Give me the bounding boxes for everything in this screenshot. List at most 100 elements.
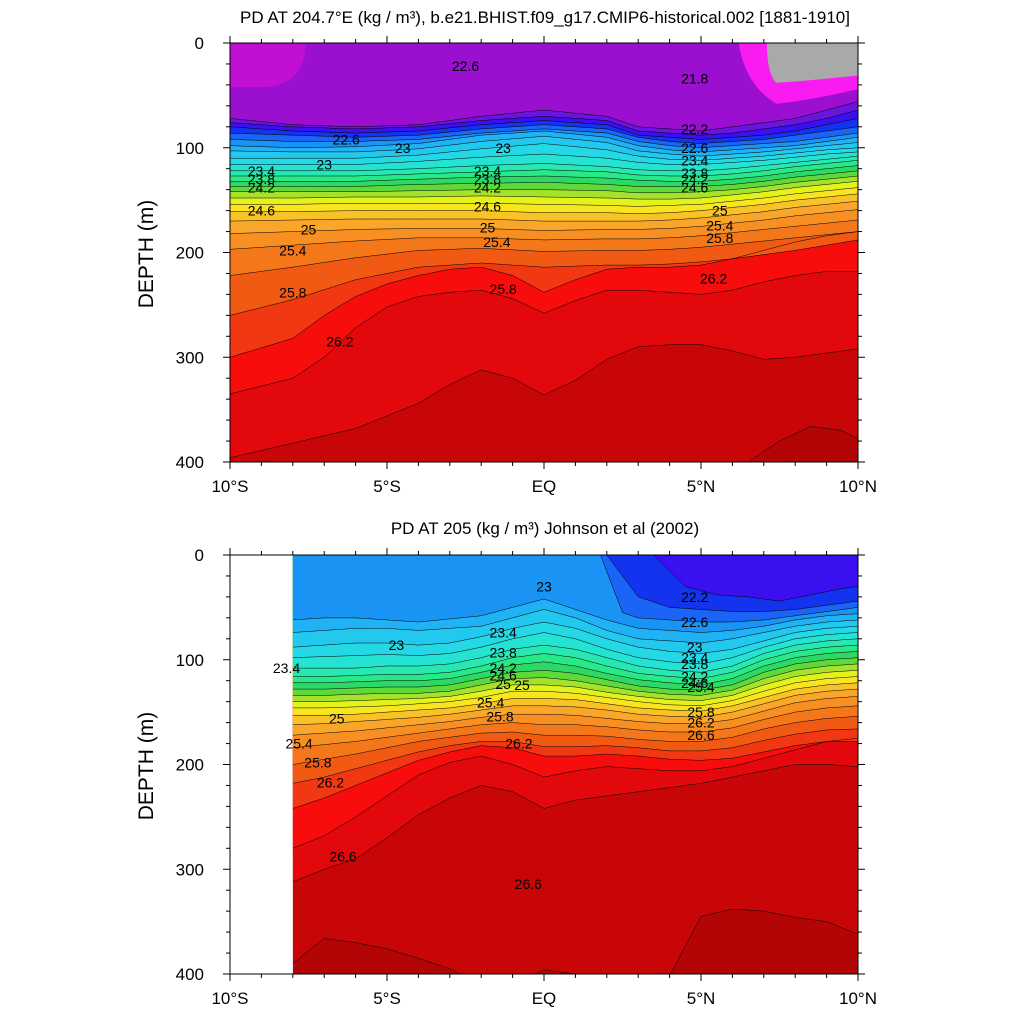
contour-line xyxy=(292,651,858,686)
contour-label: 26.2 xyxy=(317,774,344,790)
contour-label: 23 xyxy=(395,140,411,156)
contour-line xyxy=(230,187,858,207)
contour-label: 26.2 xyxy=(326,334,353,350)
y-tick-label: 200 xyxy=(176,244,204,263)
contour-label: 24.2 xyxy=(474,180,501,196)
contour-line xyxy=(230,231,858,276)
contour-label: 25.4 xyxy=(483,234,510,250)
contour-line xyxy=(230,181,858,200)
contour-line xyxy=(292,696,858,736)
contour-line xyxy=(292,644,858,679)
contour-label: 23.8 xyxy=(248,171,275,187)
contour-label: 22.2 xyxy=(681,589,708,605)
contour-label: 23 xyxy=(495,140,511,156)
x-tick-label: EQ xyxy=(532,989,557,1008)
contour-line xyxy=(292,741,858,809)
contour-line xyxy=(230,209,858,234)
contour-line xyxy=(230,101,858,132)
contour-label: 21.8 xyxy=(681,71,708,87)
contour-label: 25 xyxy=(514,677,530,693)
contour-label: 24.2 xyxy=(681,171,708,187)
contour-label: 23.4 xyxy=(681,152,708,168)
y-tick-label: 400 xyxy=(176,965,204,984)
contour-label: 26.2 xyxy=(700,271,727,287)
contour-label: 25.4 xyxy=(687,679,714,695)
contour-label: 26.6 xyxy=(329,849,356,865)
contour-label: 25.8 xyxy=(687,704,714,720)
contour-line xyxy=(230,130,858,153)
y-tick-label: 200 xyxy=(176,756,204,775)
contour-labels: 232322.222.62323.423.423.423.823.824.224… xyxy=(273,578,715,891)
contour-line xyxy=(292,764,858,883)
contour-label: 23.4 xyxy=(273,660,300,676)
contour-label: 23.4 xyxy=(681,650,708,666)
contour-label: 25.8 xyxy=(279,284,306,300)
contour-label: 23.4 xyxy=(474,163,501,179)
contour-label: 25.4 xyxy=(279,242,306,258)
x-tick-label: EQ xyxy=(532,477,557,496)
contour-line xyxy=(230,143,858,161)
filled-band xyxy=(230,43,306,87)
contour-label: 25.8 xyxy=(706,230,733,246)
contour-label: 25.8 xyxy=(304,754,331,770)
x-tick-label: 5°S xyxy=(373,989,401,1008)
contour-plot xyxy=(230,43,858,462)
contour-label: 24.6 xyxy=(490,667,517,683)
contour-line xyxy=(230,175,858,194)
contour-line xyxy=(230,124,858,144)
contour-line xyxy=(292,555,858,612)
contour-label: 25 xyxy=(712,203,728,219)
contour-label: 23 xyxy=(389,637,405,653)
contour-label: 23.8 xyxy=(681,656,708,672)
contour-label: 26.6 xyxy=(687,727,714,743)
contour-label: 25.8 xyxy=(486,708,513,724)
y-tick-label: 100 xyxy=(176,139,204,158)
contour-line xyxy=(292,657,858,691)
filled-band xyxy=(766,43,858,83)
y-tick-label: 0 xyxy=(195,546,204,565)
model-panel: PD AT 204.7°E (kg / m³), b.e21.BHIST.f09… xyxy=(135,8,877,496)
contour-label: 24.6 xyxy=(681,180,708,196)
panel-title: PD AT 204.7°E (kg / m³), b.e21.BHIST.f09… xyxy=(240,8,850,27)
y-tick-label: 0 xyxy=(195,34,204,53)
contour-label: 23 xyxy=(536,578,552,594)
x-tick-label: 5°S xyxy=(373,477,401,496)
contour-line xyxy=(292,682,858,716)
observation-panel: PD AT 205 (kg / m³) Johnson et al (2002)… xyxy=(135,519,877,1008)
x-tick-label: 5°N xyxy=(687,477,716,496)
contour-line xyxy=(292,632,858,665)
contour-label: 23.8 xyxy=(474,171,501,187)
contour-label: 26.2 xyxy=(687,715,714,731)
contour-label: 25.4 xyxy=(477,695,504,711)
contour-line xyxy=(230,118,858,140)
contour-line xyxy=(230,160,858,177)
panel-title: PD AT 205 (kg / m³) Johnson et al (2002) xyxy=(391,519,699,538)
contour-label: 23 xyxy=(687,639,703,655)
contour-line xyxy=(292,728,858,784)
x-tick-label: 10°S xyxy=(211,477,248,496)
contour-label: 23.4 xyxy=(490,625,517,641)
filled-band xyxy=(230,43,858,131)
filled-band xyxy=(292,555,858,602)
x-tick-label: 5°N xyxy=(687,989,716,1008)
contour-line xyxy=(292,908,858,974)
y-tick-label: 300 xyxy=(176,348,204,367)
contour-label: 25.4 xyxy=(285,736,312,752)
contour-line xyxy=(230,151,858,165)
contour-line xyxy=(230,271,858,395)
x-tick-label: 10°N xyxy=(839,477,877,496)
contour-label: 23.8 xyxy=(681,165,708,181)
contour-line xyxy=(230,239,858,316)
contour-label: 23.8 xyxy=(490,644,517,660)
contour-label: 22.6 xyxy=(452,58,479,74)
contour-line xyxy=(292,738,858,849)
contour-line xyxy=(230,155,858,172)
contour-line xyxy=(230,135,858,157)
contour-line xyxy=(230,200,858,222)
contour-line xyxy=(230,344,858,459)
contour-line xyxy=(292,555,858,623)
contour-label: 22.6 xyxy=(333,131,360,147)
contour-line xyxy=(292,716,858,765)
contour-label: 24.6 xyxy=(681,675,708,691)
